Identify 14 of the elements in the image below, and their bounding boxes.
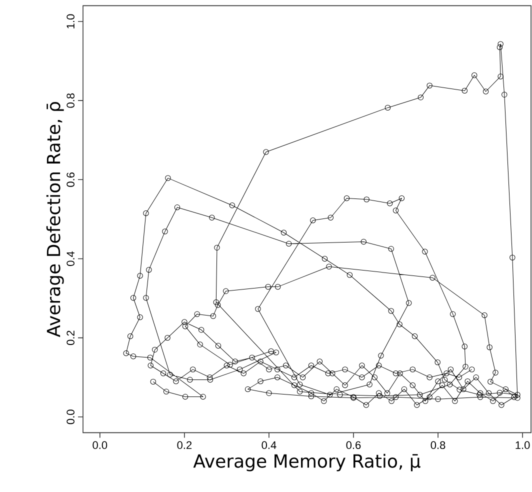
y-tick-label: 1.0 [66, 14, 74, 28]
x-tick-label: 0.0 [92, 441, 108, 450]
y-axis-title: Average Defection Rate, ρ̄ [46, 102, 64, 338]
x-tick-label: 0.2 [177, 441, 192, 450]
x-tick-label: 0.4 [262, 441, 276, 450]
x-tick-label: 0.8 [430, 441, 446, 450]
y-tick-label: 0.0 [66, 410, 74, 424]
y-tick-label: 0.4 [66, 251, 74, 266]
y-tick-label: 0.6 [66, 172, 74, 187]
x-axis-title: Average Memory Ratio, μ̄ [193, 454, 420, 472]
x-tick-label: 1.0 [516, 441, 530, 450]
x-tick-label: 0.6 [346, 441, 361, 450]
y-tick-label: 0.2 [66, 330, 74, 346]
y-tick-label: 0.8 [66, 93, 74, 108]
